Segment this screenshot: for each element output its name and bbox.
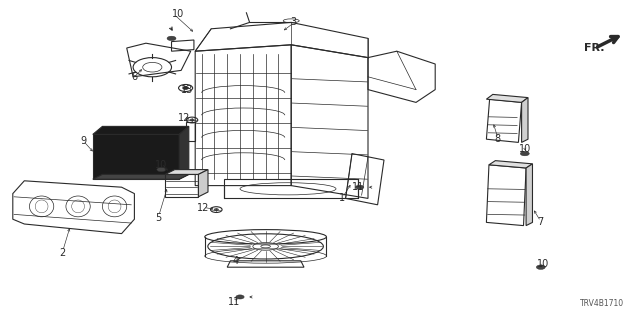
- Text: 9: 9: [80, 136, 86, 146]
- Polygon shape: [93, 134, 179, 179]
- Text: 8: 8: [495, 134, 501, 144]
- Text: 7: 7: [538, 217, 544, 228]
- Ellipse shape: [214, 209, 219, 211]
- Text: 6: 6: [131, 72, 138, 82]
- Text: 10: 10: [155, 160, 168, 170]
- Text: 12: 12: [178, 113, 191, 124]
- Polygon shape: [93, 174, 189, 179]
- Text: 11: 11: [227, 297, 240, 308]
- Text: 1: 1: [339, 193, 346, 204]
- Polygon shape: [165, 170, 208, 174]
- Polygon shape: [526, 164, 532, 226]
- Text: 10: 10: [536, 259, 549, 269]
- Polygon shape: [179, 126, 189, 179]
- Text: 10: 10: [518, 144, 531, 154]
- Text: 3: 3: [290, 17, 296, 28]
- Ellipse shape: [189, 119, 195, 121]
- Ellipse shape: [167, 36, 176, 41]
- Text: TRV4B1710: TRV4B1710: [580, 299, 624, 308]
- Ellipse shape: [520, 151, 529, 156]
- Ellipse shape: [157, 167, 166, 172]
- Text: 10: 10: [172, 9, 184, 20]
- Polygon shape: [522, 98, 528, 142]
- Text: 4: 4: [232, 256, 239, 266]
- Ellipse shape: [536, 265, 545, 269]
- Text: 13: 13: [180, 84, 193, 95]
- Text: 5: 5: [156, 212, 162, 223]
- Ellipse shape: [183, 87, 188, 90]
- Polygon shape: [486, 94, 528, 102]
- Polygon shape: [198, 170, 208, 197]
- Text: 11: 11: [352, 182, 365, 192]
- Ellipse shape: [356, 185, 364, 189]
- Text: 12: 12: [197, 203, 210, 213]
- Ellipse shape: [236, 295, 244, 299]
- Text: 2: 2: [60, 248, 66, 258]
- Polygon shape: [93, 126, 189, 134]
- Polygon shape: [489, 161, 532, 168]
- Text: FR.: FR.: [584, 43, 604, 53]
